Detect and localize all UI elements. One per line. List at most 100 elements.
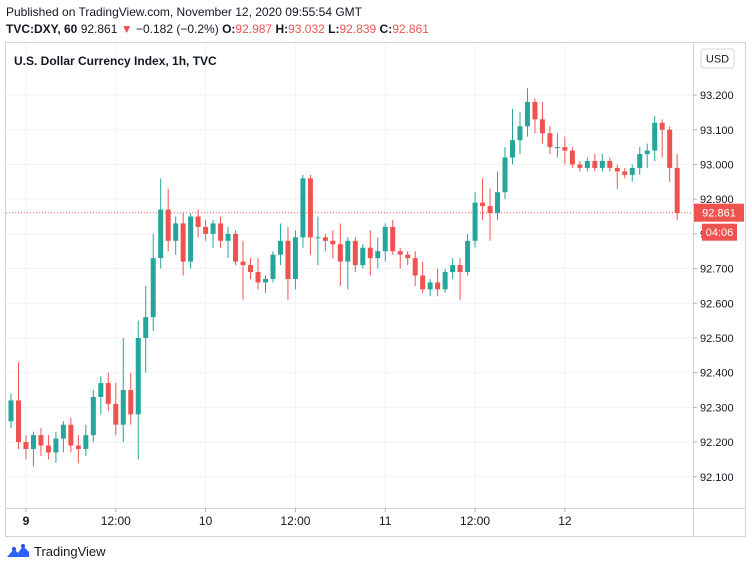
candle-body	[435, 282, 441, 290]
candle-body	[532, 101, 538, 120]
candle-body	[113, 403, 119, 425]
open-label: O:	[222, 22, 236, 36]
candle-body	[292, 237, 298, 279]
candle-body	[240, 261, 246, 266]
candle-body	[367, 247, 373, 259]
candle-body	[584, 160, 590, 168]
candle-body	[8, 400, 14, 422]
candle-body	[195, 216, 201, 227]
x-tick-label: 12	[558, 514, 572, 528]
published-line: Published on TradingView.com, November 1…	[6, 5, 362, 19]
candle-body	[233, 233, 239, 262]
currency-label: USD	[706, 54, 729, 66]
y-tick-label: 92.300	[700, 402, 734, 414]
chart-title: U.S. Dollar Currency Index, 1h, TVC	[14, 54, 217, 68]
candle-body	[307, 178, 313, 238]
candle-body	[450, 265, 456, 273]
candle-body	[15, 400, 21, 443]
candle-body	[143, 317, 149, 338]
low-value: 92.839	[339, 22, 377, 36]
symbol-label: TVC:DXY, 60	[6, 22, 78, 36]
tradingview-logo-icon	[7, 544, 29, 557]
candle-body	[547, 133, 553, 148]
candle-body	[150, 258, 156, 318]
candle-body	[188, 216, 194, 262]
y-tick-label: 92.100	[700, 472, 734, 484]
candle-body	[465, 240, 471, 273]
y-tick-label: 92.400	[700, 368, 734, 380]
candle-body	[135, 337, 141, 415]
candle-body	[577, 164, 583, 168]
candle-body	[23, 442, 29, 450]
candle-body	[330, 240, 336, 245]
candle-body	[427, 282, 433, 290]
candle-body	[248, 265, 254, 273]
x-tick-label: 12:00	[280, 514, 310, 528]
candle-body	[614, 167, 620, 172]
candle-body	[495, 192, 501, 214]
candle-body	[345, 240, 351, 262]
candle-body	[352, 240, 358, 266]
candle-body	[472, 202, 478, 241]
candle-body	[480, 202, 486, 207]
candle-body	[337, 244, 343, 262]
last-price-tag	[694, 203, 744, 222]
y-tick-label: 92.700	[700, 264, 734, 276]
y-tick-label: 92.600	[700, 298, 734, 310]
candle-body	[60, 424, 66, 439]
candle-body	[539, 119, 545, 134]
candle-body	[158, 209, 164, 259]
countdown-tag-label: 04:06	[706, 227, 734, 239]
candle-body	[45, 445, 51, 453]
candle-body	[285, 240, 291, 279]
candle-body	[203, 226, 209, 234]
footer-brand-text: TradingView	[34, 543, 106, 559]
candle-body	[420, 275, 426, 290]
candle-body	[667, 129, 673, 168]
ohlc-line: TVC:DXY, 60 92.861 ▼ −0.182 (−0.2%) O:92…	[6, 22, 429, 36]
last-price-tag-label: 92.861	[702, 208, 736, 220]
candle-body	[382, 226, 388, 252]
candle-body	[180, 223, 186, 262]
x-tick-label: 10	[199, 514, 213, 528]
candle-body	[83, 435, 89, 450]
candle-body	[554, 147, 560, 149]
candle-body	[53, 438, 59, 453]
candle-body	[562, 147, 568, 151]
candle-body	[225, 233, 231, 241]
candle-body	[644, 150, 650, 155]
close-label: C:	[379, 22, 393, 36]
footer-brand[interactable]: TradingView	[6, 543, 106, 559]
currency-badge[interactable]	[700, 48, 735, 69]
x-tick-label: 11	[379, 514, 392, 528]
candle-body	[68, 424, 74, 446]
candle-body	[262, 278, 268, 283]
countdown-tag	[702, 223, 737, 241]
x-tick-label: 12:00	[460, 514, 490, 528]
y-tick-label: 93.000	[700, 159, 734, 171]
y-tick-label: 93.200	[700, 90, 734, 102]
y-tick-label: 92.900	[700, 194, 734, 206]
candle-body	[457, 265, 463, 273]
candle-body	[502, 157, 508, 193]
candle-body	[509, 140, 515, 158]
y-tick-label: 92.500	[700, 333, 734, 345]
candle-body	[622, 171, 628, 175]
candle-body	[218, 223, 224, 241]
candle-body	[90, 396, 96, 436]
candle-body	[98, 383, 104, 397]
high-value: 93.032	[288, 22, 325, 36]
last-price: 92.861	[80, 22, 118, 36]
down-arrow-icon: ▼	[120, 22, 133, 36]
y-tick-label: 92.200	[700, 437, 734, 449]
candle-body	[128, 390, 134, 415]
open-value: 92.987	[235, 22, 273, 36]
candle-body	[270, 254, 276, 279]
x-tick-label: 9	[23, 514, 30, 528]
candle-body	[38, 435, 44, 446]
candle-body	[442, 272, 448, 290]
candle-body	[120, 390, 126, 425]
candle-body	[592, 160, 598, 168]
candle-body	[315, 237, 321, 239]
